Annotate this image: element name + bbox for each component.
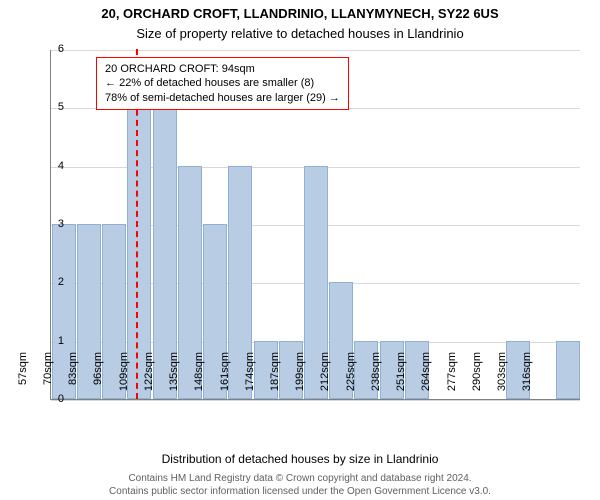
footer-copyright-1: Contains HM Land Registry data © Crown c… — [0, 473, 600, 484]
y-tick-label: 1 — [44, 335, 64, 347]
footer-copyright-2: Contains public sector information licen… — [0, 486, 600, 497]
x-tick-label: 251sqm — [395, 352, 407, 402]
y-tick-label: 2 — [44, 276, 64, 288]
x-tick-label: 135sqm — [168, 352, 180, 402]
x-tick-label: 57sqm — [17, 352, 29, 402]
x-tick-label: 187sqm — [269, 352, 281, 402]
x-tick-label: 174sqm — [244, 352, 256, 402]
x-tick-label: 109sqm — [118, 352, 130, 402]
y-tick-label: 4 — [44, 160, 64, 172]
x-tick-label: 277sqm — [446, 352, 458, 402]
annotation-line: ← 22% of detached houses are smaller (8) — [105, 76, 340, 90]
x-tick-label: 303sqm — [496, 352, 508, 402]
y-tick-label: 5 — [44, 101, 64, 113]
y-tick-label: 6 — [44, 43, 64, 55]
x-tick-label: 122sqm — [143, 352, 155, 402]
annotation-line: 78% of semi-detached houses are larger (… — [105, 91, 340, 105]
bar — [556, 341, 580, 399]
x-tick-label: 316sqm — [521, 352, 533, 402]
y-tick-label: 3 — [44, 218, 64, 230]
chart-subtitle: Size of property relative to detached ho… — [0, 26, 600, 41]
annotation-box: 20 ORCHARD CROFT: 94sqm← 22% of detached… — [96, 57, 349, 110]
x-tick-label: 199sqm — [294, 352, 306, 402]
x-axis-label: Distribution of detached houses by size … — [0, 452, 600, 466]
x-tick-label: 96sqm — [92, 352, 104, 402]
annotation-line: 20 ORCHARD CROFT: 94sqm — [105, 62, 340, 76]
x-tick-label: 83sqm — [67, 352, 79, 402]
x-tick-label: 70sqm — [42, 352, 54, 402]
x-tick-label: 148sqm — [193, 352, 205, 402]
x-tick-label: 264sqm — [420, 352, 432, 402]
x-tick-label: 290sqm — [471, 352, 483, 402]
x-tick-label: 238sqm — [370, 352, 382, 402]
plot-area: 20 ORCHARD CROFT: 94sqm← 22% of detached… — [50, 50, 580, 400]
chart-title-address: 20, ORCHARD CROFT, LLANDRINIO, LLANYMYNE… — [0, 6, 600, 21]
x-tick-label: 212sqm — [319, 352, 331, 402]
x-tick-label: 225sqm — [345, 352, 357, 402]
x-tick-label: 161sqm — [219, 352, 231, 402]
